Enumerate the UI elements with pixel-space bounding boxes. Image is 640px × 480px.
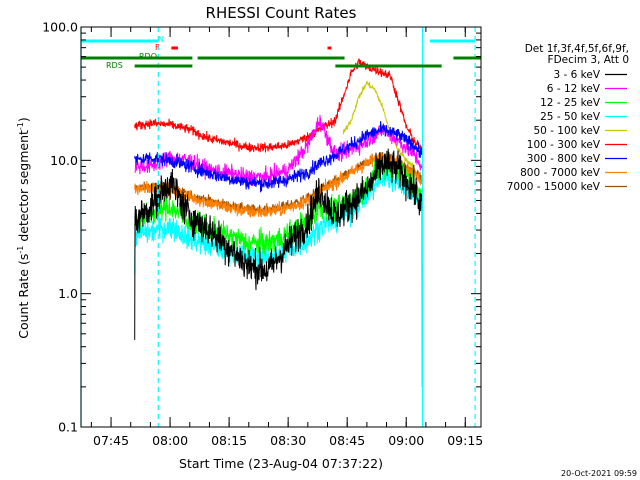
x-axis-label: Start Time (23-Aug-04 07:37:22) [179,456,383,471]
legend-header-line: Det 1f,3f,4f,5f,6f,9f, [525,43,629,55]
background [81,27,481,427]
y-tick-label: 10.0 [50,153,78,168]
series-line-12_25kev [134,158,423,256]
x-tick-label: 07:45 [93,433,129,448]
series-line-6_12kev [134,114,423,187]
timestamp: 20-Oct-2021 09:59 [561,469,637,478]
series-line-50_100kev [342,80,415,168]
series-line-3_6kev [134,148,423,340]
x-tick-label: 09:00 [388,433,424,448]
y-axis-label-part: detector segment [16,130,31,246]
legend-label: 12 - 25 keV [540,97,601,109]
y-axis-label: Count Rate (s-1 detector segment-1) [16,117,31,339]
x-tick-label: 09:15 [447,433,483,448]
series-line-100_300kev [134,57,423,153]
legend-label: 3 - 6 keV [553,69,600,81]
flag-label-f: F [155,43,160,52]
y-tick-label: 1.0 [58,286,78,301]
y-tick-label: 100.0 [42,20,78,35]
legend-label: 800 - 7000 keV [520,167,601,179]
text-layer: RHESSI Count Rates Start Time (23-Aug-04… [16,4,637,478]
legend-header-line: FDecim 3, Att 0 [548,54,629,66]
series-line-25_50kev [134,166,423,387]
flag-label-rdo: RDO [139,52,157,61]
legend: Det 1f,3f,4f,5f,6f,9f,FDecim 3, Att 0 3 -… [507,43,629,193]
legend-label: 50 - 100 keV [533,125,600,137]
series-line-300_800kev [134,121,423,193]
flag-label-rds: RDS [106,61,123,70]
axes: 0.1 1.0 10.0 100.0 07:45 08:00 08:15 08:30 08:45… [42,20,483,449]
y-axis-label-sup: -1 [16,122,25,130]
x-tick-label: 08:00 [152,433,188,448]
y-axis-label-part: ) [16,117,31,122]
y-axis-label-sup: -1 [16,246,25,254]
legend-label: 300 - 800 keV [527,153,601,165]
plot-frame [80,26,482,428]
y-axis-label-part: Count Rate (s [16,254,31,339]
flag-label-n: N [158,35,164,44]
plot-area [81,27,481,427]
y-tick-label: 0.1 [58,420,78,435]
legend-label: 7000 - 15000 keV [507,181,601,193]
legend-label: 6 - 12 keV [547,83,601,95]
chart-title: RHESSI Count Rates [206,4,357,22]
x-tick-label: 08:30 [270,433,306,448]
x-tick-label: 08:45 [329,433,365,448]
legend-label: 25 - 50 keV [540,111,601,123]
legend-label: 100 - 300 keV [527,139,601,151]
x-tick-label: 08:15 [211,433,247,448]
